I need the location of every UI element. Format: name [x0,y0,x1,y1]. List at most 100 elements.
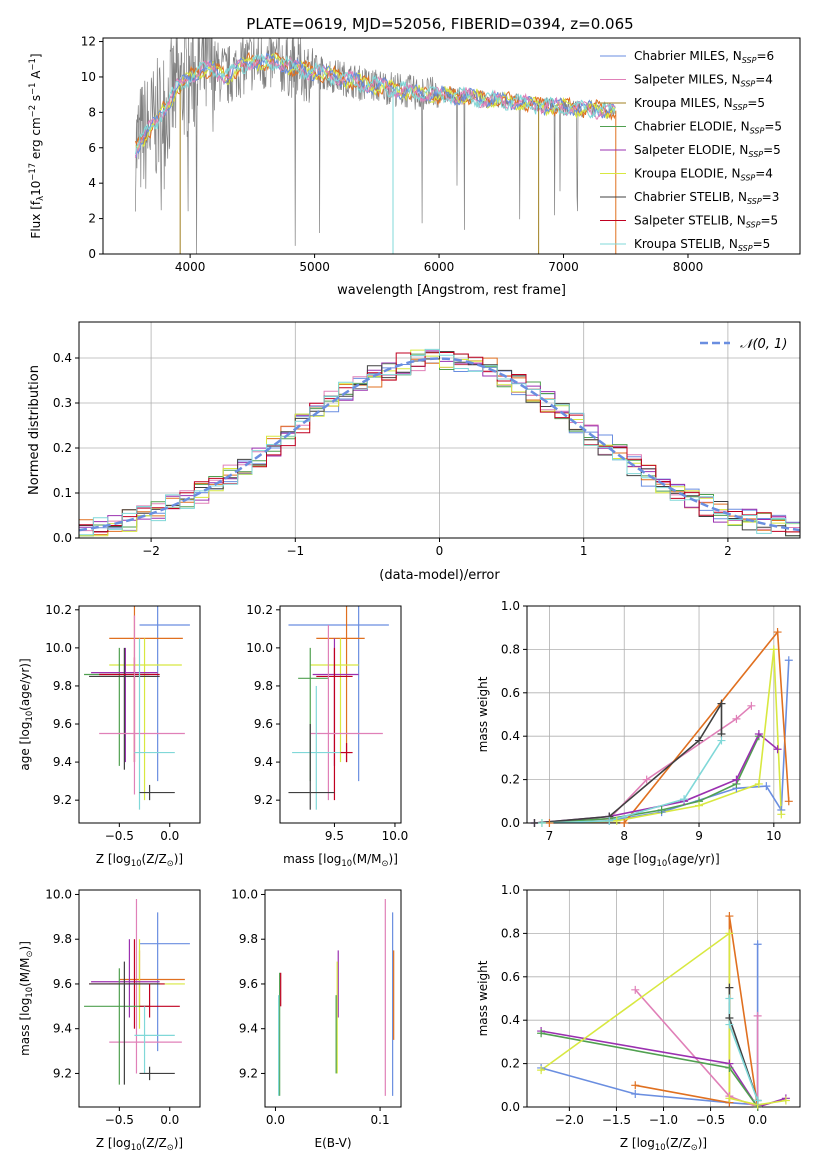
axes-frame [264,889,402,1108]
weight-vs-z-axes-xlabel-part: ⊙ [691,1142,698,1152]
mass-vs-z-axes-xlabel-part: (Z/Z [142,1136,167,1150]
age-vs-z-axes-xlabel-part: ⊙ [167,858,174,868]
mass-vs-z-axes-xlabel-part: ⊙ [167,1142,174,1152]
legend-label: Kroupa ELODIE, NSSP=4 [634,167,773,183]
mass-vs-ebv-axes: 0.0 0.1 9.2 9.4 9.6 9.8 10.0 [231,887,402,1127]
histogram-axes: −2 −1 0 1 2 0.0 0.1 0.2 0.3 0.4 [53,321,801,558]
x-tick-label: 10.0 [382,829,409,843]
x-tick-label: −1 [286,544,304,558]
weight-marker [773,745,782,754]
spectrum-ylabel-part: −1 [27,83,37,95]
model-spectrum [134,53,616,158]
legend-label-part: Kroupa MILES, N [634,96,733,110]
age-vs-mass-axes-xlabel-part: mass [log [283,852,341,866]
mass-vs-z-axes-ylabel: mass [log10(M/M⊙)] [18,941,34,1056]
mass-vs-ebv-axes-xlabel: E(B-V) [314,1136,351,1150]
weight-marker [537,1066,546,1075]
weight-marker [631,1081,640,1090]
y-tick-label: 0.4 [501,1013,520,1027]
legend-label-part: =5 [753,237,771,251]
weight-vs-age-axes: 7 8 9 10 0.0 0.2 0.4 0.6 0.8 1.0 [501,599,801,843]
y-tick-label: 0.0 [501,1100,520,1114]
weight-marker [631,985,640,994]
legend-label-part: Chabrier ELODIE, N [634,120,750,134]
y-tick-label: 0.8 [501,642,520,656]
y-tick-label: 9.2 [53,1066,72,1080]
weight-marker [695,736,704,745]
age-vs-z-axes-ylabel-part: age [log [18,722,32,771]
weight-marker [642,775,651,784]
y-tick-label: 10.2 [246,603,273,617]
legend-label-part: =5 [763,143,781,157]
y-tick-label: 0.2 [53,441,72,455]
y-tick-label: 0.6 [501,970,520,984]
weight-marker [762,782,771,791]
weight-marker [781,1096,790,1105]
observed-spectrum [135,38,617,254]
legend-label: Chabrier STELIB, NSSP=3 [634,190,779,206]
y-tick-label: 0.6 [501,686,520,700]
spectrum-ylabel-part: −1 [27,58,37,70]
legend-label-part: Kroupa STELIB, N [634,237,738,251]
weight-marker [725,912,734,921]
y-tick-label: 9.4 [239,1022,258,1036]
mass-vs-z-axes-xlabel-part: )] [174,1136,183,1150]
x-tick-label: −0.5 [105,1113,134,1127]
mass-vs-z-axes: −0.5 0.0 9.2 9.4 9.6 9.8 10.0 [45,887,201,1127]
y-tick-label: 9.6 [254,717,273,731]
x-tick-label: 8 [620,829,628,843]
x-tick-label: −0.5 [696,1113,725,1127]
weight-series-line [534,732,779,823]
age-vs-z-axes-xlabel-part: 10 [131,858,142,868]
age-vs-z-axes-xlabel-part: (Z/Z [142,852,167,866]
model-spectrum [134,52,616,159]
y-tick-label: 6 [88,141,96,155]
legend-label-part: Chabrier STELIB, N [634,190,747,204]
age-vs-z-axes: −0.5 0.0 9.2 9.4 9.6 9.8 10.0 10.2 [45,603,201,843]
y-tick-label: 0.2 [501,773,520,787]
weight-marker [753,940,762,949]
weight-marker [769,645,778,654]
weight-marker [747,701,756,710]
legend-label-part: SSP [750,127,765,136]
legend-label-part: SSP [748,150,763,159]
weight-series-line [534,705,752,823]
age-vs-mass-axes-xlabel-part: ⊙ [382,858,389,868]
weight-series-line [534,660,790,823]
plot-area [534,629,790,823]
spectrum-ylabel-part: −17 [27,163,37,181]
y-tick-label: 10 [81,70,96,84]
weight-marker [680,795,689,804]
x-tick-label: 0 [436,544,444,558]
plot-area [79,348,800,537]
weight-marker [777,810,786,819]
y-tick-label: 0.0 [53,531,72,545]
normal-legend-label: 𝒩(0, 1) [740,337,787,352]
residual-step-histogram [79,348,800,536]
legend-label-part: SSP [741,174,756,183]
x-tick-label: 2 [724,544,732,558]
y-tick-label: 0.8 [501,926,520,940]
weight-marker [753,1096,762,1105]
y-tick-label: 9.6 [53,977,72,991]
weight-marker [725,994,734,1003]
weight-marker [717,699,726,708]
x-tick-label: 9.5 [325,829,344,843]
y-tick-label: 0.4 [501,729,520,743]
y-tick-label: 0 [88,247,96,261]
x-tick-label: 8000 [673,260,704,274]
x-tick-label: 4000 [175,260,206,274]
legend-label: Chabrier MILES, NSSP=6 [634,49,774,65]
weight-marker [695,801,704,810]
y-tick-label: 10.0 [231,887,258,901]
spectrum-ylabel-part: λ [35,196,45,201]
plot-area [84,606,190,810]
age-vs-mass-axes-xlabel: mass [log10(M/M⊙)] [283,852,398,868]
axes-frame [78,889,201,1108]
weight-marker [784,656,793,665]
plot-area [278,898,395,1096]
x-tick-label: 7000 [548,260,579,274]
y-tick-label: 9.4 [254,755,273,769]
